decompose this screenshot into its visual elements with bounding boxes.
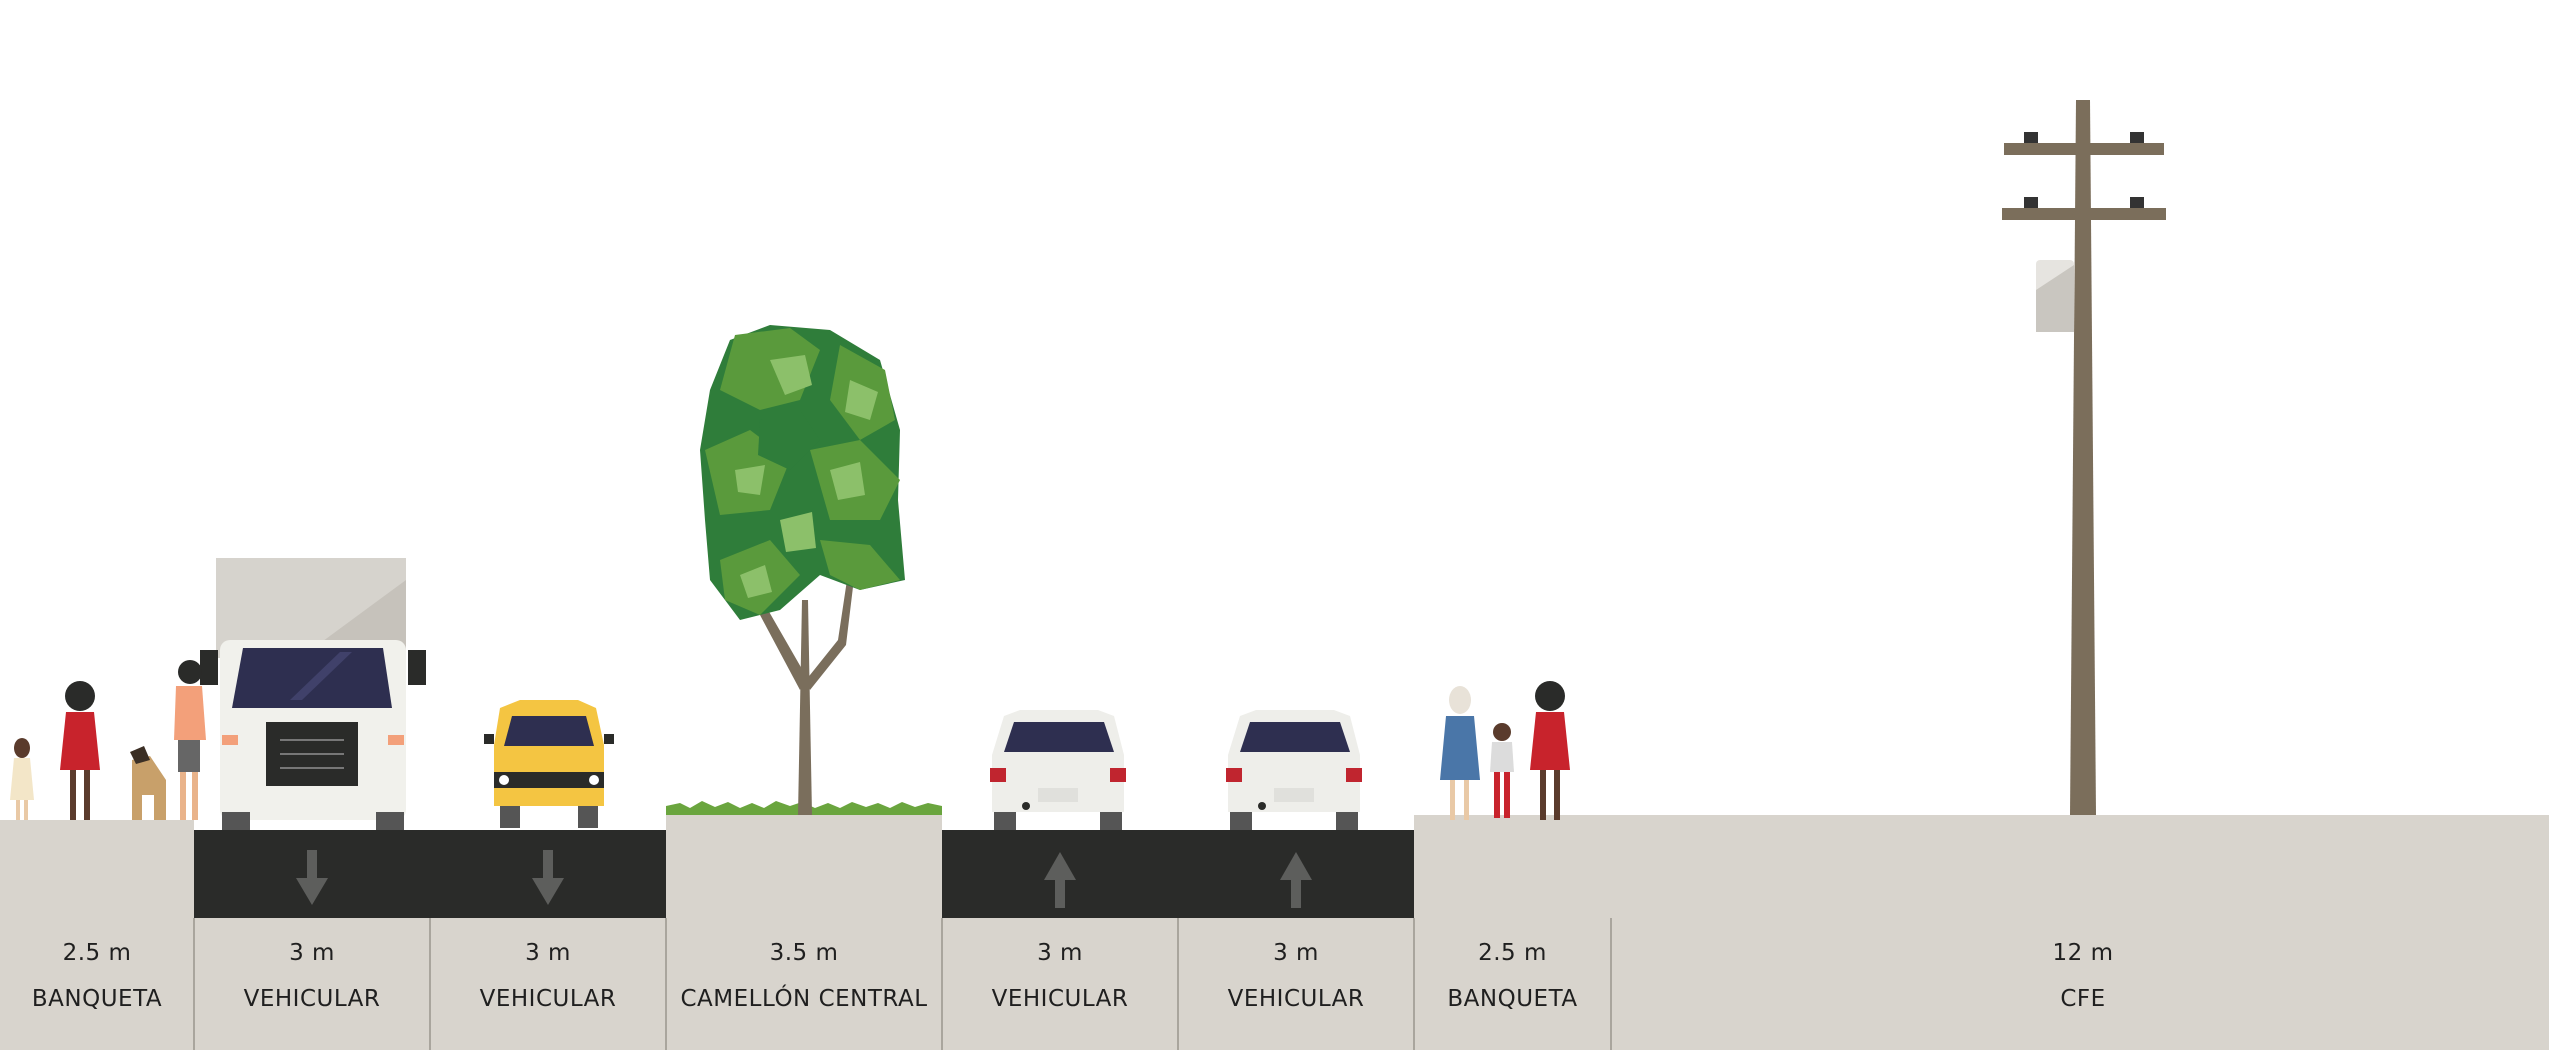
asphalt-right xyxy=(942,830,1414,918)
pedestrian-icon xyxy=(60,681,100,820)
dog-icon xyxy=(130,746,166,820)
median-ground xyxy=(666,815,942,1050)
pedestrian-icon xyxy=(1490,723,1514,818)
arrow-down-icon xyxy=(532,850,564,905)
tree-icon xyxy=(700,325,905,815)
pedestrian-icon xyxy=(1440,686,1480,820)
utility-pole-icon xyxy=(2002,100,2166,815)
car-icon xyxy=(990,710,1126,830)
asphalt-left xyxy=(194,830,666,918)
sidewalk-right xyxy=(1414,815,2549,1050)
taxi-icon xyxy=(484,700,614,828)
pedestrian-icon xyxy=(10,738,34,820)
arrow-up-icon xyxy=(1044,852,1076,908)
sidewalk-left xyxy=(0,820,194,1050)
car-icon xyxy=(1226,710,1362,830)
arrow-up-icon xyxy=(1280,852,1312,908)
arrow-down-icon xyxy=(296,850,328,905)
pedestrian-icon xyxy=(1530,681,1570,820)
pedestrian-icon xyxy=(174,660,206,820)
box-truck-icon xyxy=(200,558,426,830)
segment-dividers xyxy=(193,918,1612,1050)
